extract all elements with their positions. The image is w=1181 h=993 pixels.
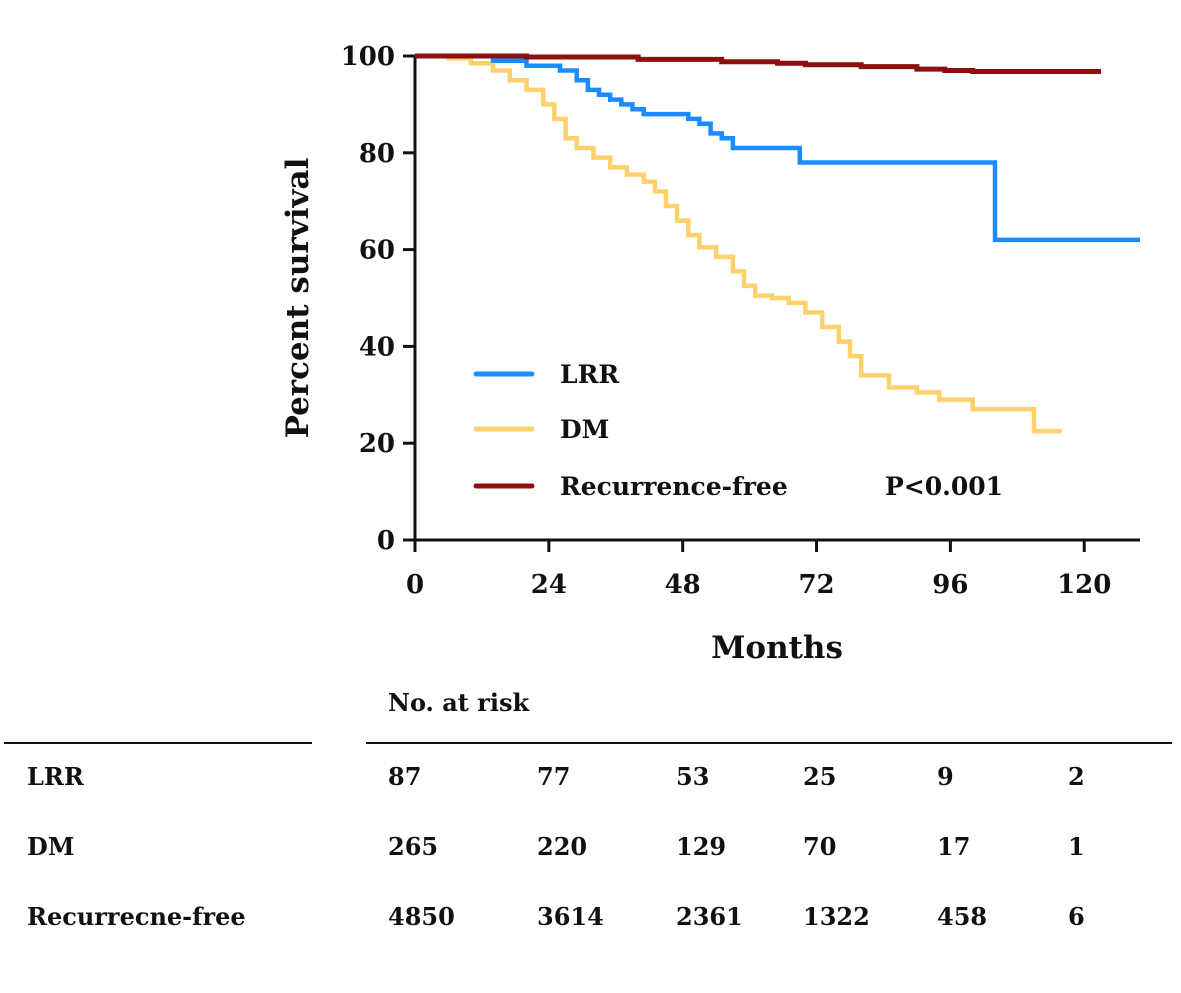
risk-cell: 2 — [1068, 762, 1085, 791]
series-line-lrr — [415, 53, 1140, 243]
risk-row-lrr: LRR 87 77 53 25 9 2 — [0, 762, 1181, 792]
x-tick-label: 0 — [406, 570, 424, 600]
legend-label-lrr: LRR — [560, 360, 619, 389]
y-tick-label: 60 — [359, 236, 395, 266]
risk-cell: 25 — [803, 762, 837, 791]
risk-row-label: Recurrecne-free — [27, 902, 246, 931]
legend-label-recurrence-free: Recurrence-free — [560, 472, 788, 501]
x-tick-label: 96 — [932, 570, 968, 600]
y-ticks: 0 20 40 60 80 100 — [341, 42, 415, 556]
y-tick-label: 100 — [341, 42, 395, 72]
x-tick-label: 24 — [531, 570, 567, 600]
risk-cell: 87 — [388, 762, 422, 791]
series-line-recurrence-free — [415, 53, 1101, 74]
y-tick-label: 40 — [359, 332, 395, 362]
risk-cell: 1 — [1068, 832, 1085, 861]
x-tick-label: 72 — [798, 570, 834, 600]
legend: LRR DM Recurrence-free — [473, 360, 788, 501]
risk-table-divider-left — [4, 742, 312, 744]
risk-cell: 2361 — [676, 902, 743, 931]
y-axis-title: Percent survival — [280, 158, 316, 439]
risk-row-label: LRR — [27, 762, 84, 791]
survival-chart: 0 20 40 60 80 100 0 24 48 72 96 120 Percent surviv… — [280, 42, 1140, 666]
risk-cell: 4850 — [388, 902, 455, 931]
risk-table-divider-right — [366, 742, 1172, 744]
risk-cell: 3614 — [537, 902, 604, 931]
risk-cell: 458 — [937, 902, 988, 931]
risk-cell: 129 — [676, 832, 727, 861]
risk-cell: 9 — [937, 762, 954, 791]
p-value-annotation: P<0.001 — [885, 472, 1003, 501]
risk-cell: 265 — [388, 832, 439, 861]
risk-cell: 70 — [803, 832, 837, 861]
risk-cell: 220 — [537, 832, 588, 861]
risk-row-label: DM — [27, 832, 75, 861]
risk-cell: 17 — [937, 832, 971, 861]
risk-cell: 1322 — [803, 902, 870, 931]
y-tick-label: 20 — [359, 429, 395, 459]
x-ticks: 0 24 48 72 96 120 — [406, 540, 1111, 600]
legend-label-dm: DM — [560, 415, 609, 444]
x-tick-label: 48 — [665, 570, 701, 600]
x-tick-label: 120 — [1057, 570, 1111, 600]
x-axis-title: Months — [711, 630, 843, 666]
risk-row-recurrence-free: Recurrecne-free 4850 3614 2361 1322 458 … — [0, 902, 1181, 932]
risk-cell: 53 — [676, 762, 710, 791]
series-line-dm — [415, 53, 1062, 434]
risk-table-title: No. at risk — [388, 688, 530, 717]
y-tick-label: 80 — [359, 139, 395, 169]
axes-layer — [413, 56, 1140, 542]
risk-row-dm: DM 265 220 129 70 17 1 — [0, 832, 1181, 862]
risk-cell: 6 — [1068, 902, 1085, 931]
risk-cell: 77 — [537, 762, 571, 791]
series-layer — [415, 53, 1140, 434]
y-tick-label: 0 — [377, 526, 395, 556]
